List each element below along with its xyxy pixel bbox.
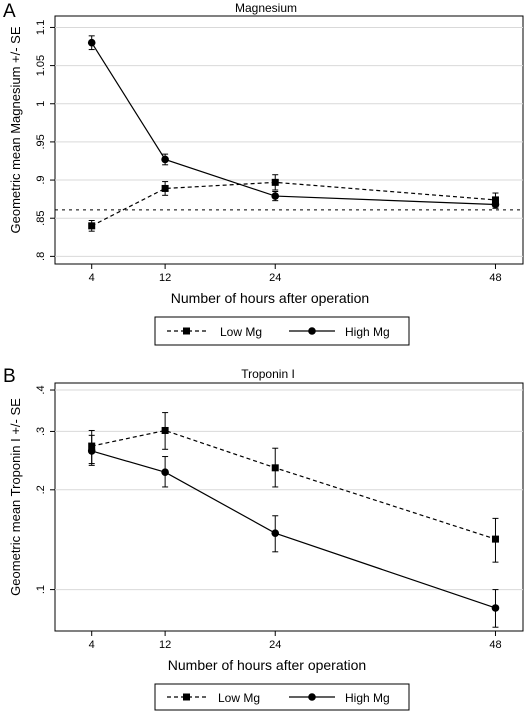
panel-b-x-axis-label: Number of hours after operation xyxy=(168,657,366,673)
panel-a-label: A xyxy=(3,1,16,22)
panel-a-x-axis-label: Number of hours after operation xyxy=(171,290,369,306)
panel-b-high-mg-point xyxy=(161,468,169,477)
panel-b-y-tick-label: .1 xyxy=(35,585,47,594)
panel-b-x-tick-label: 48 xyxy=(489,639,501,651)
panel-a-y-tick-label: .95 xyxy=(35,134,47,149)
panel-b-high-mg-line xyxy=(91,450,496,609)
panel-a-x-tick-label: 4 xyxy=(89,272,95,284)
panel-a-high-mg-point xyxy=(161,155,169,164)
panel-a-low-mg-line xyxy=(91,181,496,227)
panel-a-legend-high-mg-marker xyxy=(308,327,316,335)
panel-b-plot-area: .1 .2 .3 .4 4 12 24 48 xyxy=(35,385,523,651)
panel-a-high-mg-point xyxy=(491,200,500,209)
panel-b-high-mg-point xyxy=(271,529,280,537)
panel-a-y-tick-label: 1.1 xyxy=(35,20,47,35)
panel-b-y-tick-label: .2 xyxy=(35,485,47,494)
panel-b-high-mg-point xyxy=(87,447,96,455)
panel-a: A Magnesium Number of hours after operat… xyxy=(3,1,524,346)
panel-b-plot-frame xyxy=(54,382,524,632)
panel-a-y-axis-label: Geometric mean Magnesium +/- SE xyxy=(8,26,23,233)
panel-b-label: B xyxy=(3,366,16,387)
panel-b-legend-low-mg-marker xyxy=(183,693,190,701)
panel-a-low-mg-point xyxy=(271,178,279,186)
panel-a-x-tick-label: 12 xyxy=(159,272,171,284)
panel-a-low-mg-point xyxy=(88,222,96,230)
panel-b-low-mg-point xyxy=(161,426,169,434)
panel-a-legend-low-mg-marker xyxy=(183,327,190,335)
panel-a-low-mg-point xyxy=(161,184,169,192)
panel-a-low-mg-point xyxy=(491,196,499,204)
panel-b-low-mg-point xyxy=(271,464,279,472)
panel-b-high-mg-point xyxy=(491,604,500,612)
panel-a-y-tick-label: 1.05 xyxy=(35,55,47,76)
panel-a-y-tick-label: .9 xyxy=(35,175,47,184)
panel-b: B Troponin I Number of hours after opera… xyxy=(3,366,524,711)
panel-b-y-axis-label: Geometric mean Troponin I +/- SE xyxy=(8,398,23,596)
panel-a-legend: Low Mg High Mg xyxy=(154,316,410,346)
panel-a-x-tick-label: 24 xyxy=(269,272,281,284)
panel-b-title: Troponin I xyxy=(241,367,295,381)
panel-a-y-tick-label: .85 xyxy=(35,211,47,226)
panel-b-x-tick-label: 12 xyxy=(159,639,171,651)
panel-b-legend-low-mg-label: Low Mg xyxy=(218,691,260,705)
panel-b-legend: Low Mg High Mg xyxy=(154,683,410,711)
panel-a-y-tick-label: 1 xyxy=(35,101,47,107)
panel-a-y-tick-label: .8 xyxy=(35,252,47,261)
panel-b-low-mg-line xyxy=(91,429,496,540)
panel-a-high-mg-point xyxy=(87,38,96,47)
panel-a-high-mg-line xyxy=(91,42,496,206)
panel-a-legend-low-mg-label: Low Mg xyxy=(220,325,262,339)
panel-b-x-tick-label: 24 xyxy=(269,639,281,651)
panel-b-y-tick-label: .3 xyxy=(35,427,47,436)
panel-b-legend-high-mg-label: High Mg xyxy=(345,691,390,705)
panel-b-y-tick-label: .4 xyxy=(35,385,47,394)
panel-a-high-mg-point xyxy=(271,192,280,200)
panel-b-low-mg-point xyxy=(491,535,499,543)
panel-b-legend-high-mg-marker xyxy=(308,693,316,701)
panel-a-title: Magnesium xyxy=(235,1,297,15)
panel-a-plot-frame xyxy=(54,15,524,265)
panel-a-legend-high-mg-label: High Mg xyxy=(345,325,390,339)
panel-b-x-tick-label: 4 xyxy=(89,639,95,651)
panel-a-x-tick-label: 48 xyxy=(489,272,501,284)
panel-a-plot-area: .8 .85 .9 .95 1 1.05 1.1 4 12 24 48 xyxy=(35,20,523,284)
